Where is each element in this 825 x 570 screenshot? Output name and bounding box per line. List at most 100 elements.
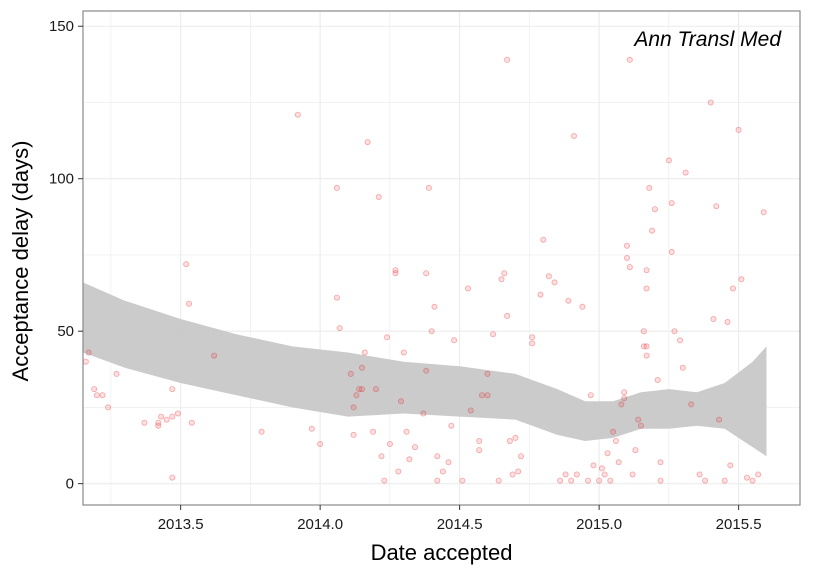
- data-point: [646, 184, 653, 191]
- data-point: [451, 337, 458, 344]
- data-point: [529, 340, 536, 347]
- data-point: [370, 428, 377, 435]
- data-point: [509, 471, 516, 478]
- axes-layer: 2013.5 2014.0 2014.5 2015.0 2015.5 0 50 100 150: [49, 18, 762, 533]
- data-point: [459, 477, 466, 484]
- data-point: [710, 315, 717, 322]
- data-point: [495, 477, 502, 484]
- data-point: [590, 462, 597, 469]
- data-point: [155, 422, 162, 429]
- data-point: [358, 386, 365, 393]
- data-point: [333, 294, 340, 301]
- data-point: [713, 203, 720, 210]
- data-point: [668, 248, 675, 255]
- data-point: [724, 318, 731, 325]
- data-point: [604, 450, 611, 457]
- data-point: [378, 453, 385, 460]
- data-point: [476, 437, 483, 444]
- data-point: [671, 328, 678, 335]
- data-point: [607, 477, 614, 484]
- data-point: [375, 193, 382, 200]
- data-point: [624, 254, 631, 261]
- y-tick-label: 100: [49, 171, 74, 188]
- data-point: [598, 465, 605, 472]
- journal-annotation: Ann Transl Med: [632, 28, 782, 51]
- data-point: [568, 477, 575, 484]
- data-point: [596, 477, 603, 484]
- data-point: [308, 425, 315, 432]
- data-point: [518, 453, 525, 460]
- data-point: [490, 331, 497, 338]
- data-point: [744, 474, 751, 481]
- data-point: [478, 392, 485, 399]
- data-point: [601, 471, 608, 478]
- data-point: [506, 437, 513, 444]
- points-layer: [82, 56, 767, 484]
- data-point: [358, 364, 365, 371]
- data-point: [565, 297, 572, 304]
- data-point: [406, 456, 413, 463]
- data-point: [651, 206, 658, 213]
- data-point: [760, 209, 767, 216]
- data-point: [384, 334, 391, 341]
- x-tick-label: 2013.5: [158, 516, 204, 533]
- data-point: [400, 349, 407, 356]
- data-point: [169, 386, 176, 393]
- data-point: [431, 303, 438, 310]
- data-point: [629, 471, 636, 478]
- data-point: [91, 386, 98, 393]
- data-point: [336, 325, 343, 332]
- data-point: [679, 364, 686, 371]
- data-point: [504, 56, 511, 63]
- data-point: [696, 471, 703, 478]
- data-point: [571, 132, 578, 139]
- data-point: [540, 236, 547, 243]
- data-point: [626, 264, 633, 271]
- data-point: [716, 416, 723, 423]
- data-point: [621, 389, 628, 396]
- data-point: [105, 404, 112, 411]
- data-point: [735, 126, 742, 133]
- data-point: [730, 285, 737, 292]
- data-point: [643, 343, 650, 350]
- data-point: [158, 413, 165, 420]
- data-point: [621, 395, 628, 402]
- data-point: [411, 444, 418, 451]
- data-point: [610, 428, 617, 435]
- data-point: [643, 285, 650, 292]
- data-point: [448, 422, 455, 429]
- data-point: [649, 227, 656, 234]
- data-point: [498, 276, 505, 283]
- data-point: [93, 392, 100, 399]
- data-point: [163, 416, 170, 423]
- data-point: [392, 270, 399, 277]
- data-point: [467, 407, 474, 414]
- x-tick-label: 2015.5: [716, 516, 762, 533]
- data-point: [579, 303, 586, 310]
- data-point: [445, 459, 452, 466]
- confidence-band: [83, 282, 767, 457]
- data-point: [350, 431, 357, 438]
- data-point: [682, 169, 689, 176]
- data-point: [484, 392, 491, 399]
- data-point: [615, 459, 622, 466]
- data-point: [169, 474, 176, 481]
- data-point: [551, 279, 558, 286]
- data-point: [587, 392, 594, 399]
- data-point: [562, 471, 569, 478]
- data-point: [350, 404, 357, 411]
- data-point: [624, 242, 631, 249]
- data-point: [626, 56, 633, 63]
- panel-border: [82, 10, 801, 506]
- data-point: [573, 471, 580, 478]
- data-point: [317, 440, 324, 447]
- data-point: [439, 468, 446, 475]
- data-point: [423, 270, 430, 277]
- data-point: [364, 139, 371, 146]
- grid-layer: [83, 11, 800, 505]
- data-point: [85, 349, 92, 356]
- data-point: [643, 267, 650, 274]
- data-point: [356, 386, 363, 393]
- data-point: [141, 419, 148, 426]
